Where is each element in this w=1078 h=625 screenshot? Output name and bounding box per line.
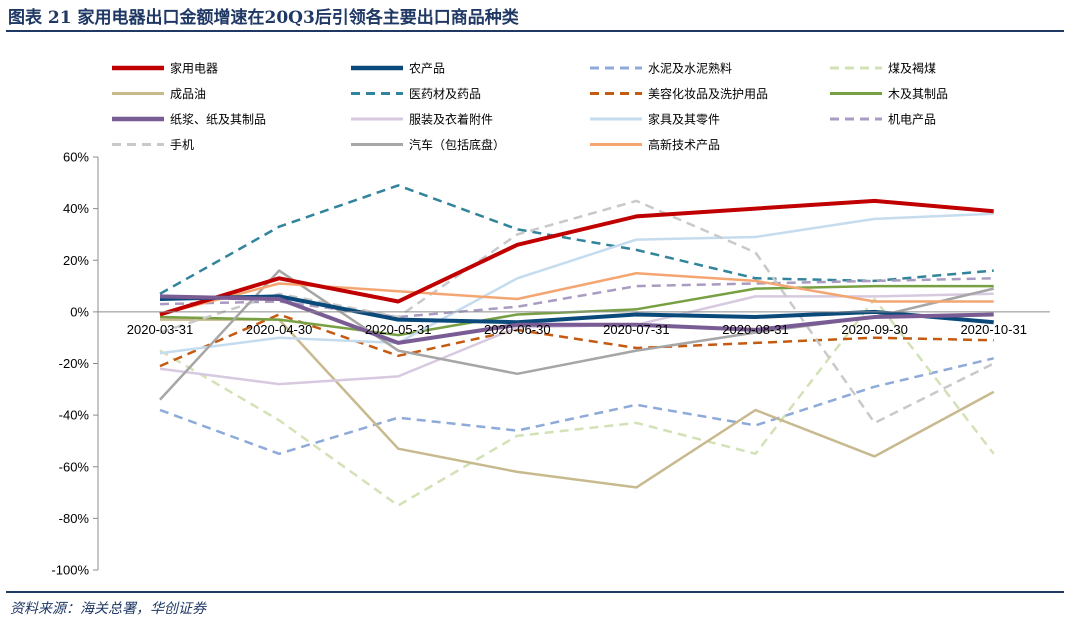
top-rule <box>6 30 1064 32</box>
legend-label-8: 纸浆、纸及其制品 <box>170 112 266 127</box>
source-note: 资料来源：海关总署，华创证券 <box>10 601 206 617</box>
y-tick-label: -60% <box>59 459 90 474</box>
y-axis: 60% 40% 20% 0% -20% -40% -60% -80% -100% <box>51 150 99 578</box>
legend-label-6: 美容化妆品及洗护用品 <box>648 86 768 101</box>
x-tick-label: 2020-10-31 <box>960 322 1027 337</box>
series-line-12 <box>159 199 995 425</box>
x-tick-label: 2020-07-31 <box>603 322 670 337</box>
series-line-2 <box>159 357 994 456</box>
series-line-11 <box>159 277 994 319</box>
x-axis: 2020-03-31 2020-04-30 2020-05-31 2020-06-30… <box>98 311 1050 337</box>
series-line-1 <box>159 294 994 325</box>
legend-label-7: 木及其制品 <box>888 87 948 101</box>
series-line-3 <box>159 297 995 507</box>
legend-label-12: 手机 <box>170 138 194 152</box>
legend-label-13: 汽车（包括底盘） <box>409 137 505 152</box>
legend-label-0: 家用电器 <box>170 61 218 76</box>
legend-label-1: 农产品 <box>409 62 445 76</box>
x-tick-label: 2020-05-31 <box>365 322 432 337</box>
series-line-8 <box>159 294 994 345</box>
y-tick-label: 0% <box>70 304 89 319</box>
legend-label-14: 高新技术产品 <box>648 137 720 152</box>
y-tick-label: -20% <box>59 356 90 371</box>
legend-label-9: 服装及衣着附件 <box>409 112 493 127</box>
series-line-4 <box>160 318 995 489</box>
y-tick-label: -80% <box>59 511 90 526</box>
x-tick-label: 2020-09-30 <box>841 322 908 337</box>
legend-label-11: 机电产品 <box>888 113 936 127</box>
legend-label-5: 医药材及药品 <box>409 87 481 101</box>
series-line-14 <box>159 271 994 316</box>
x-tick-label: 2020-04-30 <box>246 322 313 337</box>
x-tick-label: 2020-06-30 <box>484 322 551 337</box>
figure-title: 图表 21 家用电器出口金额增速在20Q3后引领各主要出口商品种类 <box>8 8 519 28</box>
y-tick-label: 40% <box>63 201 89 216</box>
x-tick-label: 2020-03-31 <box>127 322 194 337</box>
series-line-10 <box>159 212 994 355</box>
series-line-0 <box>159 198 994 317</box>
series-line-5 <box>159 184 994 295</box>
x-tick-label: 2020-08-31 <box>722 322 789 337</box>
legend-label-2: 水泥及水泥熟料 <box>648 61 732 76</box>
bottom-rule <box>6 591 1064 593</box>
legend-label-4: 成品油 <box>170 87 206 101</box>
legend-label-10: 家具及其零件 <box>648 112 720 127</box>
y-tick-label: -40% <box>59 408 90 423</box>
series-layer <box>159 184 995 507</box>
legend-label-3: 煤及褐煤 <box>888 61 936 76</box>
y-tick-label: -100% <box>51 563 89 578</box>
y-tick-label: 20% <box>63 253 89 268</box>
y-tick-label: 60% <box>63 150 89 165</box>
